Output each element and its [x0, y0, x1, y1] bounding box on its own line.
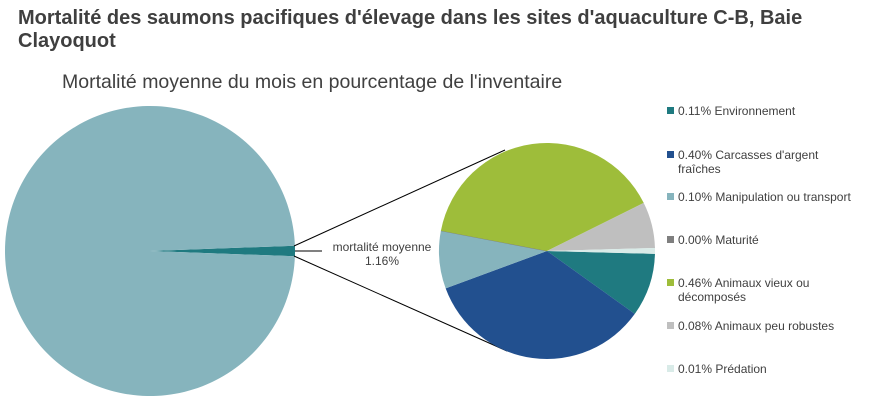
legend-swatch-icon: [667, 236, 674, 243]
legend-item-predation: 0.01% Prédation: [667, 362, 871, 376]
pie-slice-carcasses: [445, 251, 635, 360]
chart-title: Mortalité des saumons pacifiques d'éleva…: [18, 7, 803, 52]
legend-item-animaux-vieux: 0.46% Animaux vieux ou décomposés: [667, 276, 871, 304]
pie-slice-predation: [547, 247, 656, 254]
mortality-average-label: mortalité moyenne 1.16%: [322, 240, 442, 268]
legend-swatch-icon: [667, 322, 674, 329]
legend-item-carcasses: 0.40% Carcasses d'argent fraîches: [667, 148, 871, 176]
legend-swatch-icon: [667, 151, 674, 158]
legend-swatch-icon: [667, 193, 674, 200]
secondary-pie: [439, 143, 656, 360]
main-pie: [4, 106, 295, 396]
legend-swatch-icon: [667, 279, 674, 286]
mortality-average-text: mortalité moyenne: [332, 240, 432, 254]
legend-swatch-icon: [667, 365, 674, 372]
pie-slice-environnement: [547, 251, 655, 314]
mortality-average-value: 1.16%: [364, 254, 400, 268]
pie-slice-peu-robustes: [547, 202, 655, 251]
pie-slice-manipulation: [439, 230, 547, 289]
chart-subtitle: Mortalité moyenne du mois en pourcentage…: [62, 71, 563, 93]
connector-lines: [293, 149, 508, 352]
pie-slice-inventaire: [4, 106, 295, 396]
legend-item-maturite: 0.00% Maturité: [667, 233, 871, 247]
legend-item-environnement: 0.11% Environnement: [667, 104, 871, 118]
pie-slice-animaux-vieux: [440, 143, 644, 251]
legend-swatch-icon: [667, 107, 674, 114]
pie-slice-mortalite-moyenne: [150, 245, 295, 257]
legend-item-manipulation: 0.10% Manipulation ou transport: [667, 190, 871, 204]
legend-item-peu-robustes: 0.08% Animaux peu robustes: [667, 319, 871, 333]
